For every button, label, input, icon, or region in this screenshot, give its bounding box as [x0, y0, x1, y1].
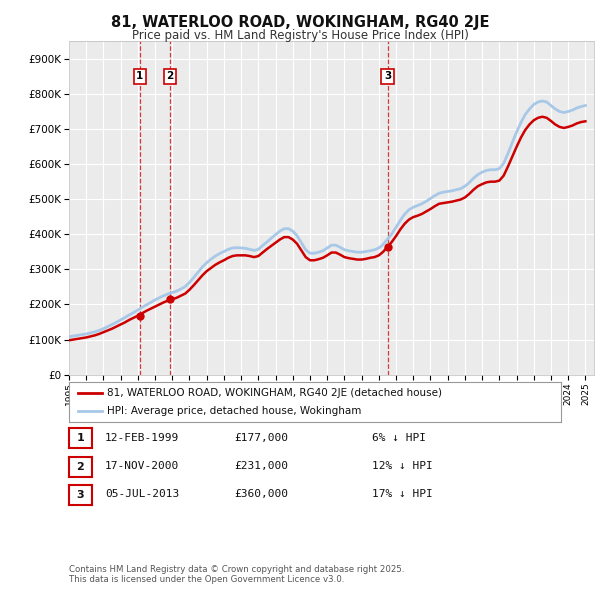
Text: £177,000: £177,000: [234, 433, 288, 442]
Text: 81, WATERLOO ROAD, WOKINGHAM, RG40 2JE (detached house): 81, WATERLOO ROAD, WOKINGHAM, RG40 2JE (…: [107, 388, 442, 398]
Text: 3: 3: [77, 490, 84, 500]
Text: HPI: Average price, detached house, Wokingham: HPI: Average price, detached house, Woki…: [107, 405, 362, 415]
Text: £231,000: £231,000: [234, 461, 288, 471]
Text: Price paid vs. HM Land Registry's House Price Index (HPI): Price paid vs. HM Land Registry's House …: [131, 30, 469, 42]
Text: 12% ↓ HPI: 12% ↓ HPI: [372, 461, 433, 471]
Text: 12-FEB-1999: 12-FEB-1999: [105, 433, 179, 442]
Text: 3: 3: [384, 71, 391, 81]
Text: 17% ↓ HPI: 17% ↓ HPI: [372, 490, 433, 499]
Text: 2: 2: [167, 71, 174, 81]
Text: 2: 2: [77, 462, 84, 471]
Text: 81, WATERLOO ROAD, WOKINGHAM, RG40 2JE: 81, WATERLOO ROAD, WOKINGHAM, RG40 2JE: [111, 15, 489, 30]
Text: 1: 1: [77, 434, 84, 443]
Text: 05-JUL-2013: 05-JUL-2013: [105, 490, 179, 499]
Text: 6% ↓ HPI: 6% ↓ HPI: [372, 433, 426, 442]
Text: Contains HM Land Registry data © Crown copyright and database right 2025.
This d: Contains HM Land Registry data © Crown c…: [69, 565, 404, 584]
Text: 1: 1: [136, 71, 143, 81]
Text: 17-NOV-2000: 17-NOV-2000: [105, 461, 179, 471]
Text: £360,000: £360,000: [234, 490, 288, 499]
